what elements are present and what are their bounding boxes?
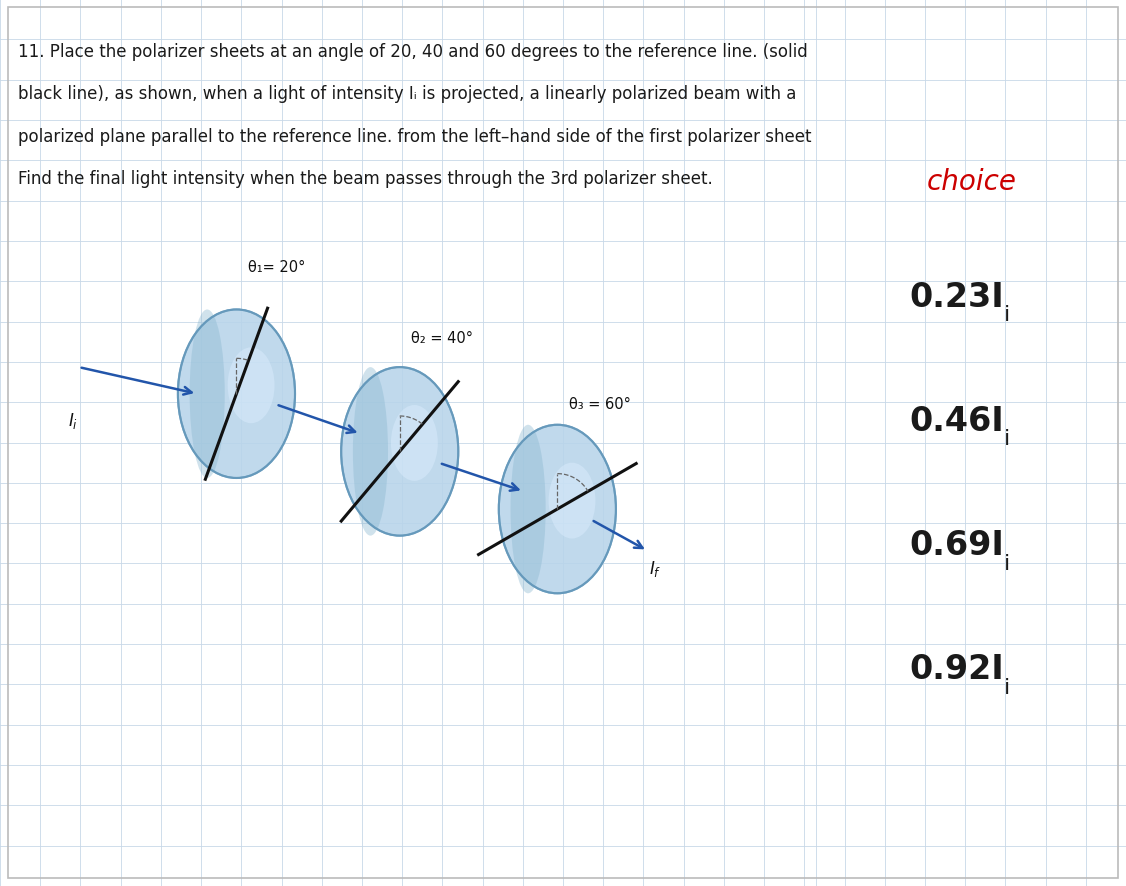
Text: black line), as shown, when a light of intensity Iᵢ is projected, a linearly pol: black line), as shown, when a light of i… (18, 85, 796, 103)
Text: θ₁= 20°: θ₁= 20° (248, 260, 305, 275)
Text: θ₃ = 60°: θ₃ = 60° (569, 397, 631, 412)
Text: 0.46I: 0.46I (910, 404, 1004, 438)
Ellipse shape (510, 425, 546, 594)
Text: polarized plane parallel to the reference line. from the left–hand side of the f: polarized plane parallel to the referenc… (18, 128, 812, 145)
Ellipse shape (189, 310, 225, 478)
Ellipse shape (352, 368, 388, 536)
Text: 0.69I: 0.69I (910, 528, 1004, 562)
Text: 0.23I: 0.23I (910, 280, 1004, 314)
Text: Find the final light intensity when the beam passes through the 3rd polarizer sh: Find the final light intensity when the … (18, 170, 713, 188)
Text: i: i (1003, 553, 1010, 573)
Ellipse shape (227, 348, 275, 424)
Text: i: i (1003, 305, 1010, 325)
Text: i: i (1003, 429, 1010, 449)
Text: i: i (1003, 677, 1010, 697)
Ellipse shape (548, 463, 596, 539)
Text: $I_f$: $I_f$ (649, 559, 662, 579)
Ellipse shape (341, 368, 458, 536)
Text: θ₂ = 40°: θ₂ = 40° (411, 330, 473, 346)
Ellipse shape (391, 406, 438, 481)
Text: $I_i$: $I_i$ (69, 411, 78, 431)
Ellipse shape (499, 425, 616, 594)
Ellipse shape (178, 310, 295, 478)
Text: choice: choice (927, 167, 1017, 196)
Text: 0.92I: 0.92I (910, 652, 1004, 686)
Text: 11. Place the polarizer sheets at an angle of 20, 40 and 60 degrees to the refer: 11. Place the polarizer sheets at an ang… (18, 43, 807, 60)
